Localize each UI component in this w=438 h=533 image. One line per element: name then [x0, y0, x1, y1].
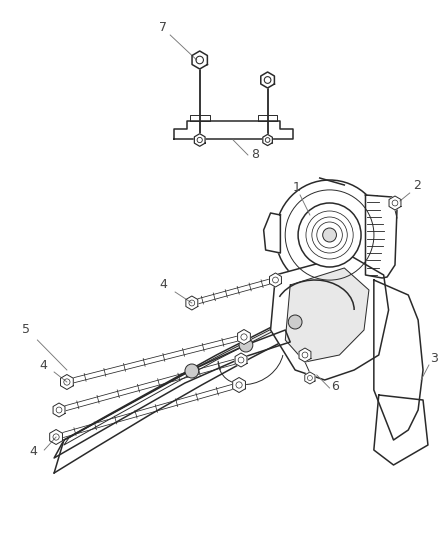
Polygon shape	[64, 308, 310, 445]
Text: 4: 4	[29, 445, 37, 458]
Polygon shape	[374, 280, 423, 440]
Circle shape	[239, 338, 253, 352]
Polygon shape	[60, 375, 73, 390]
Circle shape	[298, 203, 361, 267]
Polygon shape	[261, 72, 274, 88]
Polygon shape	[263, 134, 272, 146]
Polygon shape	[49, 430, 63, 445]
Text: 6: 6	[332, 380, 339, 393]
Polygon shape	[269, 273, 282, 287]
Text: 8: 8	[251, 148, 259, 161]
Polygon shape	[233, 377, 245, 392]
Circle shape	[323, 228, 336, 242]
Polygon shape	[194, 134, 205, 146]
Polygon shape	[174, 121, 293, 139]
Polygon shape	[235, 353, 247, 367]
Circle shape	[288, 315, 302, 329]
Polygon shape	[237, 329, 251, 344]
Polygon shape	[53, 403, 65, 417]
Polygon shape	[271, 255, 389, 380]
Polygon shape	[299, 348, 311, 362]
Polygon shape	[186, 296, 198, 310]
Polygon shape	[190, 115, 209, 121]
Circle shape	[185, 364, 199, 378]
Circle shape	[276, 180, 384, 290]
Polygon shape	[365, 195, 397, 278]
Text: 4: 4	[39, 359, 47, 372]
Polygon shape	[374, 395, 428, 465]
Text: 7: 7	[159, 21, 167, 34]
Polygon shape	[389, 196, 401, 210]
Text: 3: 3	[430, 352, 438, 365]
Polygon shape	[54, 330, 290, 458]
Text: 2: 2	[413, 179, 420, 192]
Polygon shape	[285, 268, 369, 362]
Polygon shape	[264, 213, 280, 253]
Polygon shape	[54, 310, 305, 473]
Text: 5: 5	[21, 323, 29, 336]
Polygon shape	[192, 51, 207, 69]
Text: 4: 4	[159, 278, 167, 291]
Text: 1: 1	[293, 181, 301, 194]
Polygon shape	[305, 372, 315, 384]
Polygon shape	[258, 115, 277, 121]
